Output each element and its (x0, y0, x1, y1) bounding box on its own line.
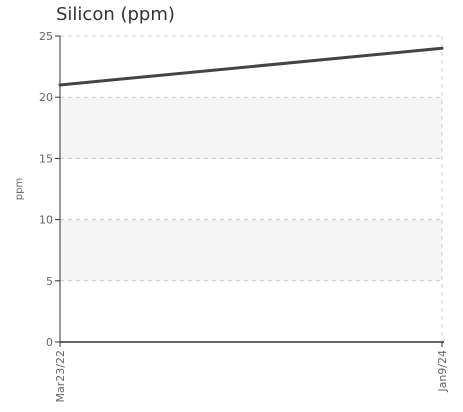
chart-title: Silicon (ppm) (56, 4, 175, 25)
grid-band (60, 219, 442, 281)
y-tick-label: 0 (46, 336, 53, 349)
y-tick-labels: 0 5 10 15 20 25 (39, 30, 53, 349)
axes (55, 35, 444, 347)
y-tick-label: 10 (39, 214, 53, 227)
alternating-bands (60, 97, 442, 281)
x-tick-labels: Mar23/22 Jan9/24 (54, 350, 449, 402)
y-tick-label: 15 (39, 152, 53, 165)
y-tick-label: 20 (39, 91, 53, 104)
series-lines (58, 46, 444, 87)
y-axis-label: ppm (14, 178, 25, 200)
x-tick-label: Jan9/24 (436, 350, 449, 393)
series-line (58, 46, 444, 87)
y-tick-label: 25 (39, 30, 53, 43)
y-tick-label: 5 (46, 275, 53, 288)
grid-band (60, 97, 442, 159)
x-tick-label: Mar23/22 (54, 350, 67, 402)
gridlines (59, 35, 443, 342)
